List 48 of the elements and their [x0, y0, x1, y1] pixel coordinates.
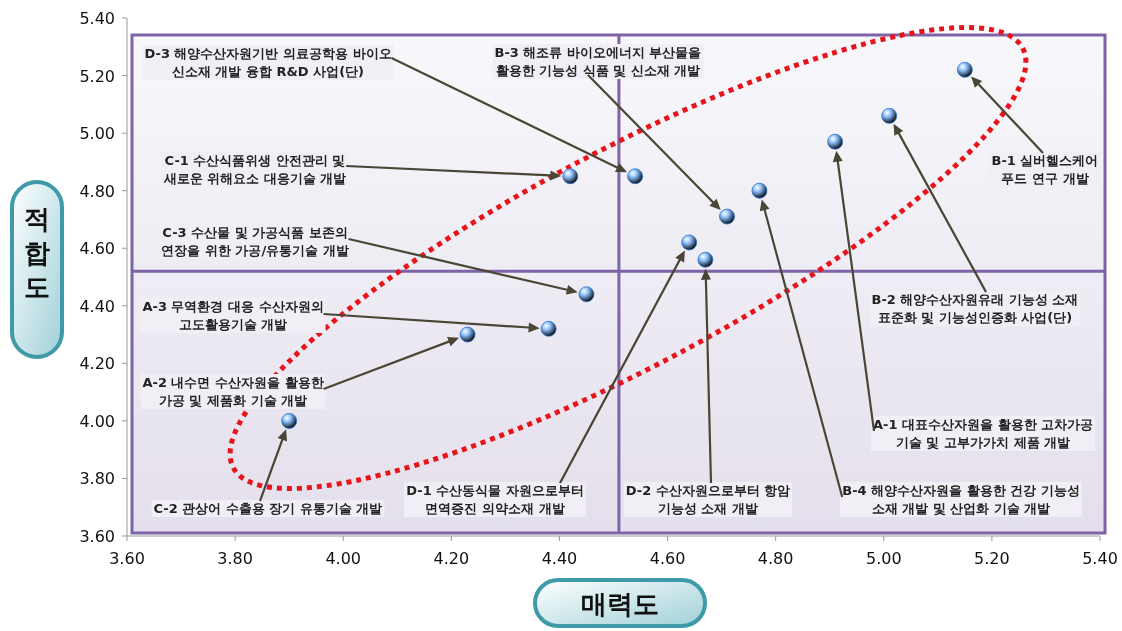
- x-tick-label: 3.60: [109, 549, 145, 568]
- annotation: B-2 해양수산자원유래 기능성 소재 표준화 및 기능성인증화 사업(단): [871, 292, 1079, 325]
- point: [562, 168, 579, 185]
- x-tick-label: 4.60: [649, 549, 686, 568]
- y-tick-label: 3.80: [79, 469, 115, 489]
- point: [281, 412, 298, 429]
- annotation: D-3 해양수산자원기반 의료공학용 바이오 신소재 개발 융합 R&D 사업(단): [144, 46, 392, 79]
- point: [459, 326, 476, 343]
- x-tick-label: 5.40: [1082, 549, 1118, 568]
- point: [881, 107, 898, 124]
- y-tick-label: 3.60: [79, 527, 115, 546]
- x-tick-label: 4.40: [541, 549, 578, 568]
- annotation: B-1 실버헬스케어 푸드 연구 개발: [991, 153, 1099, 186]
- x-tick-label: 4.20: [433, 549, 470, 568]
- x-tick-label: 3.80: [217, 549, 253, 568]
- point: [827, 133, 844, 150]
- annotation: C-2 관상어 수출용 장기 유통기술 개발: [153, 501, 383, 516]
- point: [751, 182, 768, 199]
- y-tick-label: 4.40: [79, 296, 115, 316]
- annotation: D-2 수산자원으로부터 항암 기능성 소재 개발: [625, 483, 791, 516]
- x-tick-label: 4.00: [325, 549, 362, 568]
- point: [697, 251, 714, 268]
- point: [627, 168, 644, 185]
- x-tick-label: 4.80: [757, 549, 794, 568]
- y-tick-label: 4.20: [79, 354, 115, 374]
- y-tick-label: 4.60: [79, 239, 115, 259]
- y-axis-title: 적합도: [24, 204, 50, 302]
- point: [540, 320, 557, 337]
- annotation: A-1 대표수산자원을 활용한 고차가공 기술 및 고부가가치 제품 개발: [872, 417, 1094, 450]
- y-tick-label: 4.00: [79, 411, 115, 431]
- x-axis-title: 매력도: [581, 589, 659, 619]
- annotation: A-2 내수면 수산자원을 활용한 가공 및 제품화 기술 개발: [142, 375, 324, 408]
- x-tick-label: 5.20: [974, 549, 1010, 568]
- point: [681, 234, 698, 251]
- annotation: D-1 수산동식물 자원으로부터 면역증진 의약소재 개발: [406, 483, 584, 516]
- point: [719, 208, 735, 225]
- annotation: A-3 무역환경 대응 수산자원의 고도활용기술 개발: [142, 299, 324, 332]
- point: [578, 286, 595, 303]
- y-tick-label: 5.00: [79, 124, 115, 144]
- x-tick-label: 5.00: [865, 549, 902, 568]
- annotation: B-4 해양수산자원을 활용한 건강 기능성 소재 개발 및 산업화 기술 개발: [842, 483, 1080, 516]
- annotation: C-1 수산식품위생 안전관리 및 새로운 위해요소 대응기술 개발: [162, 153, 347, 186]
- y-tick-label: 5.20: [79, 66, 115, 86]
- y-tick-label: 5.40: [79, 9, 115, 28]
- point: [956, 61, 973, 78]
- annotation: B-3 해조류 바이오에너지 부산물을 활용한 기능성 식품 및 신소재 개발: [494, 45, 702, 78]
- y-tick-label: 4.80: [79, 181, 115, 201]
- annotation: C-3 수산물 및 가공식품 보존의 연장을 위한 가공/유통기술 개발: [161, 225, 349, 258]
